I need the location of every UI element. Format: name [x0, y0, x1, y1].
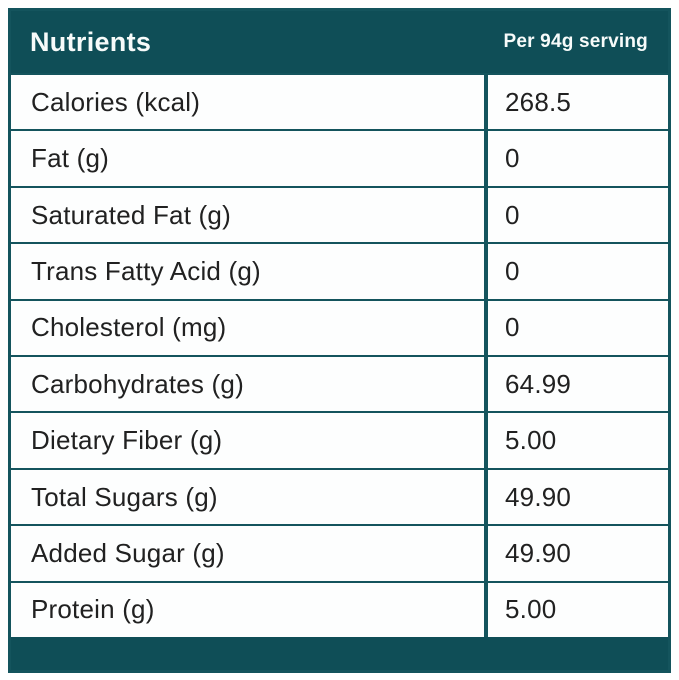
- table-footer-bar: [11, 637, 668, 670]
- nutrient-value-cell: 49.90: [484, 526, 668, 581]
- serving-size-header-label: Per 94g serving: [503, 31, 648, 52]
- nutrient-name-cell: Dietary Fiber (g): [31, 425, 223, 456]
- table-body: Calories (kcal) 268.5 Fat (g) 0 Saturate…: [11, 73, 668, 638]
- table-row: Trans Fatty Acid (g) 0: [11, 242, 668, 299]
- nutrient-value-cell: 5.00: [484, 413, 668, 468]
- table-row: Dietary Fiber (g) 5.00: [11, 411, 668, 468]
- nutrient-name-cell: Carbohydrates (g): [31, 368, 244, 399]
- nutrient-value-cell: 0: [484, 131, 668, 186]
- nutrient-name-cell: Fat (g): [31, 143, 109, 174]
- nutrient-name-cell: Total Sugars (g): [31, 481, 218, 512]
- nutrient-value-cell: 64.99: [484, 357, 668, 412]
- table-row: Protein (g) 5.00: [11, 580, 668, 638]
- table-row: Calories (kcal) 268.5: [11, 73, 668, 130]
- table-row: Cholesterol (mg) 0: [11, 298, 668, 356]
- table-row: Total Sugars (g) 49.90: [11, 467, 668, 525]
- nutrient-name-cell: Added Sugar (g): [31, 537, 225, 568]
- nutrient-name-cell: Protein (g): [31, 594, 155, 625]
- table-row: Fat (g) 0: [11, 129, 668, 186]
- nutrient-value-cell: 0: [484, 300, 668, 356]
- nutrient-value-cell: 0: [484, 244, 668, 299]
- table-header: Nutrients Per 94g serving: [11, 11, 668, 73]
- nutrient-name-cell: Trans Fatty Acid (g): [31, 255, 261, 286]
- table-row: Carbohydrates (g) 64.99: [11, 355, 668, 412]
- table-row: Saturated Fat (g) 0: [11, 185, 668, 243]
- nutrient-name-cell: Saturated Fat (g): [31, 199, 231, 230]
- nutrients-header-label: Nutrients: [30, 26, 152, 57]
- nutrient-name-cell: Calories (kcal): [31, 86, 201, 117]
- nutrient-value-cell: 5.00: [484, 582, 668, 638]
- nutrient-value-cell: 0: [484, 187, 668, 243]
- nutrition-table: Nutrients Per 94g serving Calories (kcal…: [8, 8, 671, 673]
- nutrient-value-cell: 49.90: [484, 469, 668, 525]
- table-row: Added Sugar (g) 49.90: [11, 524, 668, 581]
- nutrient-name-cell: Cholesterol (mg): [31, 312, 227, 343]
- nutrient-value-cell: 268.5: [484, 75, 668, 130]
